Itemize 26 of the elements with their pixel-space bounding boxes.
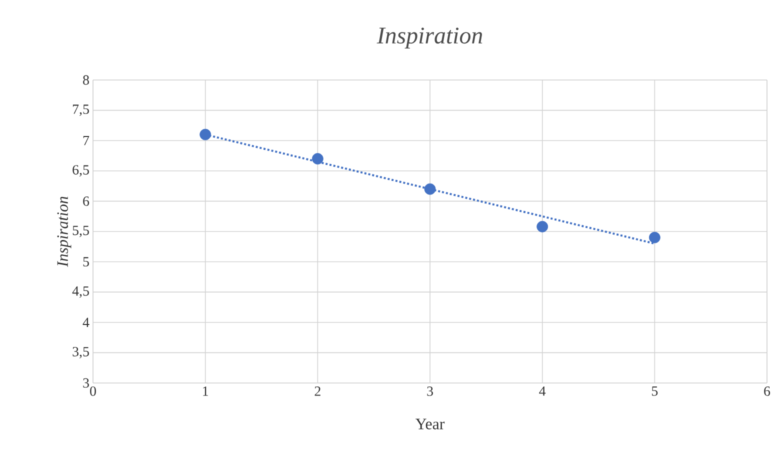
y-tick-label: 3,5 — [72, 346, 89, 358]
point — [648, 232, 660, 244]
chart-title: Inspiration — [376, 28, 482, 48]
y-tick-label: 5,5 — [72, 226, 89, 238]
y-tick-label: 4,5 — [72, 286, 89, 298]
point — [200, 128, 212, 140]
y-tick-label: 3 — [83, 378, 89, 388]
x-tick-label: 3 — [427, 386, 433, 396]
y-tick-label: 4 — [82, 318, 90, 327]
point — [424, 183, 436, 195]
x-axis-title: Year — [415, 418, 445, 430]
x-tick-label: 2 — [314, 386, 320, 396]
y-tick-label: 6,5 — [72, 165, 89, 177]
y-tick-label: 7 — [83, 136, 90, 146]
x-tick-label: 1 — [203, 386, 208, 396]
y-tick-label: 7,5 — [72, 104, 89, 116]
x-tick-label: 6 — [764, 386, 770, 396]
point — [536, 220, 548, 232]
y-tick-label: 8 — [83, 75, 89, 85]
y-tick-label: 6 — [83, 196, 90, 206]
point — [312, 153, 324, 164]
y-axis-title: Inspiration — [57, 196, 72, 267]
y-tick-label: 5 — [83, 257, 89, 266]
x-tick-label: 4 — [539, 386, 546, 396]
x-tick-label: 0 — [90, 386, 96, 396]
x-tick-label: 5 — [652, 386, 658, 396]
